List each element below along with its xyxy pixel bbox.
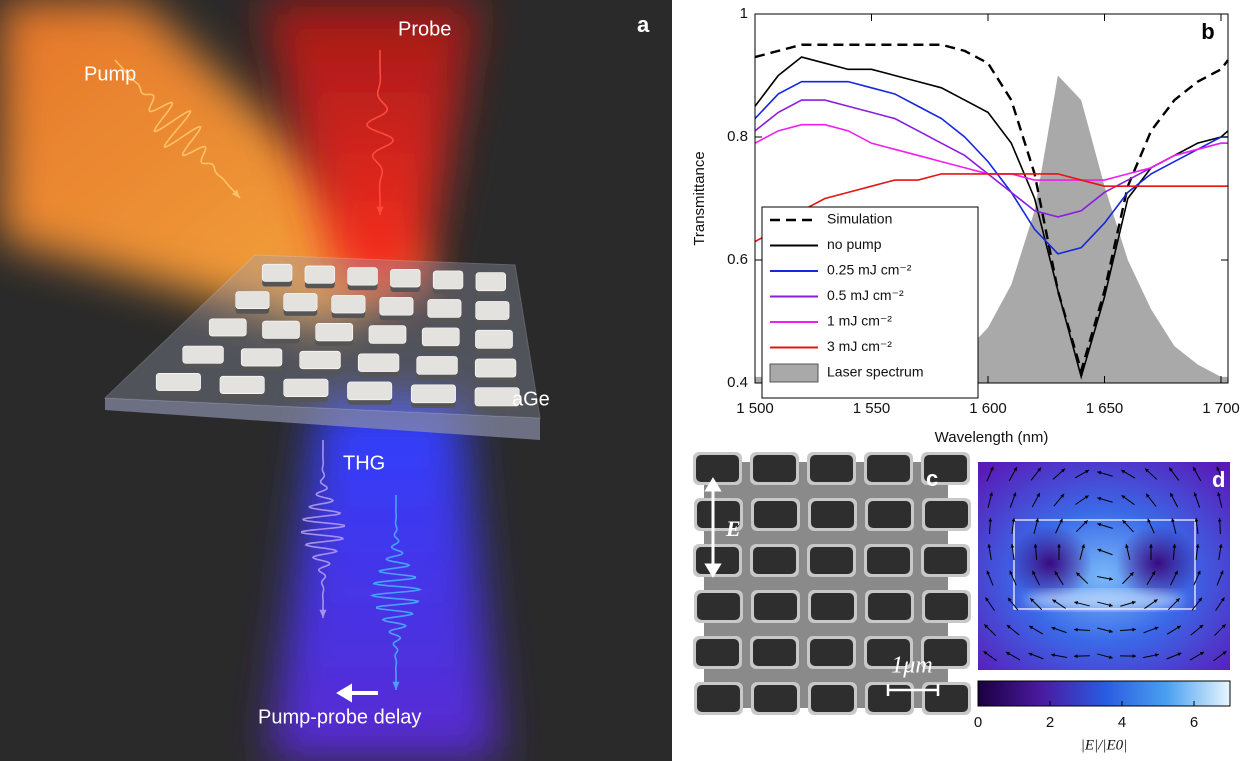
- legend-label: 3 mJ cm⁻²: [827, 338, 892, 354]
- sem-cell: [753, 547, 796, 574]
- sem-cell: [868, 501, 911, 528]
- colorbar-tick-label: 6: [1190, 714, 1198, 731]
- page: Pump Probe a aGe THG Pump-probe delay 0.…: [0, 0, 1245, 761]
- colorbar-label: |E|/|E0|: [1081, 737, 1128, 753]
- sem-cell: [925, 593, 968, 620]
- y-tick-label: 0.4: [727, 374, 748, 391]
- block: [305, 266, 335, 283]
- block: [411, 385, 455, 403]
- sem-cell: [810, 455, 853, 482]
- block: [316, 323, 353, 341]
- field-label: E: [725, 516, 741, 541]
- block: [433, 271, 463, 289]
- panel-c: E 1μm c: [693, 452, 971, 715]
- legend-label: 0.5 mJ cm⁻²: [827, 287, 904, 303]
- sem-cell: [754, 685, 797, 712]
- block: [417, 356, 458, 374]
- sem-cell: [754, 501, 797, 528]
- sem-cell: [925, 501, 968, 528]
- block: [241, 349, 282, 366]
- sem-cell: [696, 639, 739, 666]
- colorbar: 0 2 4 6 |E|/|E0|: [974, 681, 1230, 753]
- sem-cell: [696, 455, 739, 482]
- x-tick-label: 1 500: [736, 400, 774, 417]
- sem-cell: [754, 593, 797, 620]
- block: [284, 379, 328, 397]
- block: [390, 269, 420, 287]
- block: [183, 346, 224, 363]
- sem-cell: [867, 547, 910, 574]
- block: [220, 376, 264, 393]
- data-line: [755, 125, 1228, 180]
- block: [284, 293, 317, 310]
- block: [476, 273, 506, 291]
- field-hotspot: [1024, 590, 1184, 610]
- x-tick-label: 1 650: [1086, 400, 1124, 417]
- legend-label: 0.25 mJ cm⁻²: [827, 262, 912, 278]
- block: [236, 292, 269, 309]
- block: [262, 264, 292, 281]
- block: [300, 351, 341, 369]
- x-tick-label: 1 600: [969, 400, 1007, 417]
- sem-cell: [697, 593, 740, 620]
- block: [262, 321, 299, 338]
- legend-label: no pump: [827, 236, 882, 252]
- thg-label: THG: [343, 452, 385, 474]
- panel-label: b: [1201, 19, 1214, 44]
- block: [332, 295, 365, 313]
- block: [380, 297, 413, 315]
- probe-label: Probe: [398, 18, 451, 40]
- sem-cell: [697, 685, 740, 712]
- y-tick-label: 0.8: [727, 128, 748, 145]
- block: [156, 373, 200, 390]
- x-axis-label: Wavelength (nm): [935, 429, 1049, 446]
- colorbar-tick-label: 2: [1046, 714, 1054, 731]
- y-tick-label: 0.6: [727, 251, 748, 268]
- panel-b: 0.4 0.6 0.8 1 1 500 1 550 1 600 1 650 1 700 Wavel…: [691, 5, 1240, 446]
- field-minimum: [1116, 525, 1200, 601]
- scale-label: 1μm: [891, 653, 932, 679]
- block: [347, 382, 391, 400]
- y-axis-label: Transmittance: [691, 151, 708, 245]
- block: [476, 301, 509, 319]
- block: [475, 359, 516, 377]
- panel-label: a: [637, 12, 650, 37]
- field-minimum: [1008, 525, 1092, 601]
- x-tick-label: 1 700: [1202, 400, 1240, 417]
- figure: Pump Probe a aGe THG Pump-probe delay 0.…: [0, 0, 1245, 761]
- pump-label: Pump: [84, 63, 136, 85]
- panel-label: d: [1212, 467, 1225, 492]
- sem-cell: [811, 685, 854, 712]
- colorbar-tick-label: 0: [974, 714, 982, 731]
- legend-label: 1 mJ cm⁻²: [827, 313, 892, 329]
- block: [348, 268, 378, 286]
- legend-label: Laser spectrum: [827, 364, 923, 380]
- sem-cell: [810, 639, 853, 666]
- y-tick-label: 1: [740, 5, 748, 22]
- sem-cell: [811, 593, 854, 620]
- sem-cell: [810, 547, 853, 574]
- panel-d: d: [978, 462, 1230, 670]
- sem-cell: [924, 547, 967, 574]
- x-tick-label: 1 550: [853, 400, 891, 417]
- sem-cell: [753, 455, 796, 482]
- block: [369, 326, 406, 344]
- sem-cell: [867, 455, 910, 482]
- legend-swatch: [770, 364, 818, 382]
- material-label: aGe: [512, 388, 550, 410]
- block: [422, 328, 459, 346]
- delay-label: Pump-probe delay: [258, 706, 421, 728]
- block: [428, 299, 461, 317]
- sem-cell: [811, 501, 854, 528]
- colorbar-tick-label: 4: [1118, 714, 1126, 731]
- block: [475, 330, 512, 348]
- block: [209, 319, 246, 336]
- panel-label: c: [926, 466, 938, 491]
- colorbar-scale: [978, 681, 1230, 706]
- sem-cell: [753, 639, 796, 666]
- legend-label: Simulation: [827, 211, 892, 227]
- panel-a: Pump Probe a aGe THG Pump-probe delay: [0, 0, 672, 761]
- sem-cell: [868, 593, 911, 620]
- block: [358, 354, 399, 372]
